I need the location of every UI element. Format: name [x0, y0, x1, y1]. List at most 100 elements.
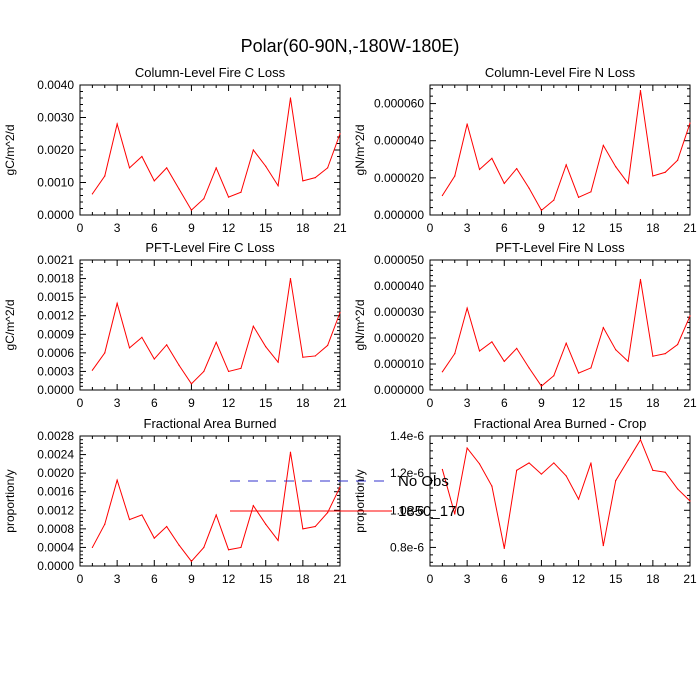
panel-3-point: [265, 346, 267, 348]
panel-1-ytick-label: 0.0000: [37, 208, 74, 222]
panel-4-point: [466, 307, 468, 309]
panel-5-xtick-label: 0: [77, 572, 84, 586]
panel-2-xtick-label: 15: [609, 221, 623, 235]
panel-1-ytick-label: 0.0020: [37, 143, 74, 157]
panel-4-xtick-label: 12: [572, 396, 586, 410]
panel-4-point: [615, 349, 617, 351]
panel-2-xtick-label: 12: [572, 221, 586, 235]
panel-2-frame: [429, 84, 691, 216]
panel-5-xtick-label: 18: [296, 572, 310, 586]
panel-6-point: [577, 498, 580, 500]
panel-1-point: [141, 155, 143, 158]
panel-4-point: [491, 341, 493, 343]
panel-2-point: [466, 123, 468, 125]
panel-5-point: [227, 549, 230, 551]
panel-5-point: [91, 546, 93, 549]
panel-6-point: [503, 547, 505, 549]
panel-6-point: [441, 468, 443, 471]
panel-1-point: [289, 97, 292, 99]
panel-5-point: [203, 546, 205, 549]
panel-6-point: [664, 471, 666, 473]
panel-1-point: [153, 180, 155, 182]
panel-4-xtick-label: 15: [609, 396, 623, 410]
legend-label-1850-170: 1850_170: [398, 503, 465, 520]
panel-1-series-1850_170: [91, 97, 341, 211]
panel-3-ytick-label: 0.0000: [37, 383, 74, 397]
panel-4-xtick-label: 3: [464, 396, 471, 410]
panel-1-xtick-label: 15: [259, 221, 273, 235]
panel-4-point: [478, 350, 481, 352]
panel-2-point: [577, 196, 580, 198]
panel-5: Fractional Area Burned proportion/y 0 3 6 9 12…: [3, 416, 347, 586]
panel-1-xtick-label: 12: [222, 221, 236, 235]
panel-6-xtick-label: 0: [427, 572, 434, 586]
panel-4-xtick-label: 6: [501, 396, 508, 410]
panel-5-point: [128, 518, 131, 521]
panel-1-ytick-label: 0.0030: [37, 111, 74, 125]
panel-2-point: [677, 159, 679, 161]
panel-2-point: [590, 191, 592, 193]
panel-6-point: [478, 463, 481, 465]
panel-5-point: [277, 539, 279, 542]
panel-5-point: [215, 514, 217, 516]
panel-5-point: [265, 523, 267, 525]
panel-3-xtick-label: 18: [296, 396, 310, 410]
panel-4-point: [503, 360, 505, 362]
panel-2-xtick-label: 3: [464, 221, 471, 235]
panel-1-title: Column-Level Fire C Loss: [135, 65, 286, 80]
panel-2-point: [565, 164, 567, 166]
panel-1: Column-Level Fire C Loss gC/m^2/d 0 3 6 9 12 15…: [3, 65, 347, 235]
panel-1-xtick-label: 18: [296, 221, 310, 235]
panel-2-xtick-label: 0: [427, 221, 434, 235]
panel-4-point: [627, 360, 629, 362]
panel-6-point: [565, 475, 567, 477]
panel-1-xtick-label: 6: [151, 221, 158, 235]
panel-3-xtick-label: 9: [188, 396, 195, 410]
panel-1-point: [166, 167, 168, 169]
panel-5-point: [314, 525, 316, 528]
panel-2-point: [516, 167, 518, 170]
panel-3-xtick-label: 12: [222, 396, 236, 410]
panel-5-point: [104, 523, 106, 525]
panel-1-ytick-label: 0.0010: [37, 176, 74, 190]
panel-3-title: PFT-Level Fire C Loss: [145, 240, 275, 255]
panel-4: PFT-Level Fire N Loss gN/m^2/d 0 3 6 9 12 15 18 2…: [353, 240, 697, 410]
panel-2-point: [553, 199, 555, 201]
panel-6-ylabel: proportion/y: [353, 469, 367, 532]
panel-1-frame: [79, 84, 341, 216]
panel-3-ytick-label: 0.0003: [37, 364, 74, 378]
panel-1-point: [91, 193, 93, 195]
panel-2-xtick-label: 9: [538, 221, 545, 235]
panel-3-point: [141, 336, 143, 338]
panel-4-ytick-label: 0.000040: [374, 279, 424, 293]
panel-1-point: [128, 167, 131, 169]
panel-5-title: Fractional Area Burned: [144, 416, 277, 431]
panel-3-xtick-label: 15: [259, 396, 273, 410]
panel-6-ytick-label: 1.0e-6: [390, 503, 424, 517]
panel-2-ytick-label: 0.000060: [374, 97, 424, 111]
panel-2-point: [664, 171, 666, 173]
panel-1-ytick-label: 0.0040: [37, 78, 74, 92]
panel-3-point: [327, 344, 329, 347]
panel-6-xtick-label: 21: [683, 572, 697, 586]
panel-2-title: Column-Level Fire N Loss: [485, 65, 636, 80]
panel-5-point: [327, 512, 329, 514]
panel-1-point: [339, 133, 341, 135]
panel-1-xtick-label: 9: [188, 221, 195, 235]
panel-1-point: [190, 209, 193, 211]
panel-6-point: [689, 500, 691, 502]
panel-4-series-1850_170: [441, 279, 691, 387]
panel-5-ytick-label: 0.0004: [37, 540, 74, 554]
panel-1-xtick-label: 21: [333, 221, 347, 235]
panel-1-point: [265, 165, 267, 167]
panel-4-ytick-label: 0.000010: [374, 357, 424, 371]
panel-2-series-1850_170: [441, 90, 691, 212]
panel-4-point: [441, 371, 443, 373]
panel-1-point: [178, 188, 180, 190]
panel-2: Column-Level Fire N Loss gN/m^2/d 0 3 6 9 12 15…: [353, 65, 697, 235]
panel-3-ytick-label: 0.0006: [37, 346, 74, 360]
panel-3-point: [104, 352, 106, 354]
panel-4-point: [528, 367, 530, 369]
panel-6-point: [627, 459, 629, 461]
panels: Column-Level Fire C Loss gC/m^2/d 0 3 6 9 12 15…: [3, 65, 697, 586]
